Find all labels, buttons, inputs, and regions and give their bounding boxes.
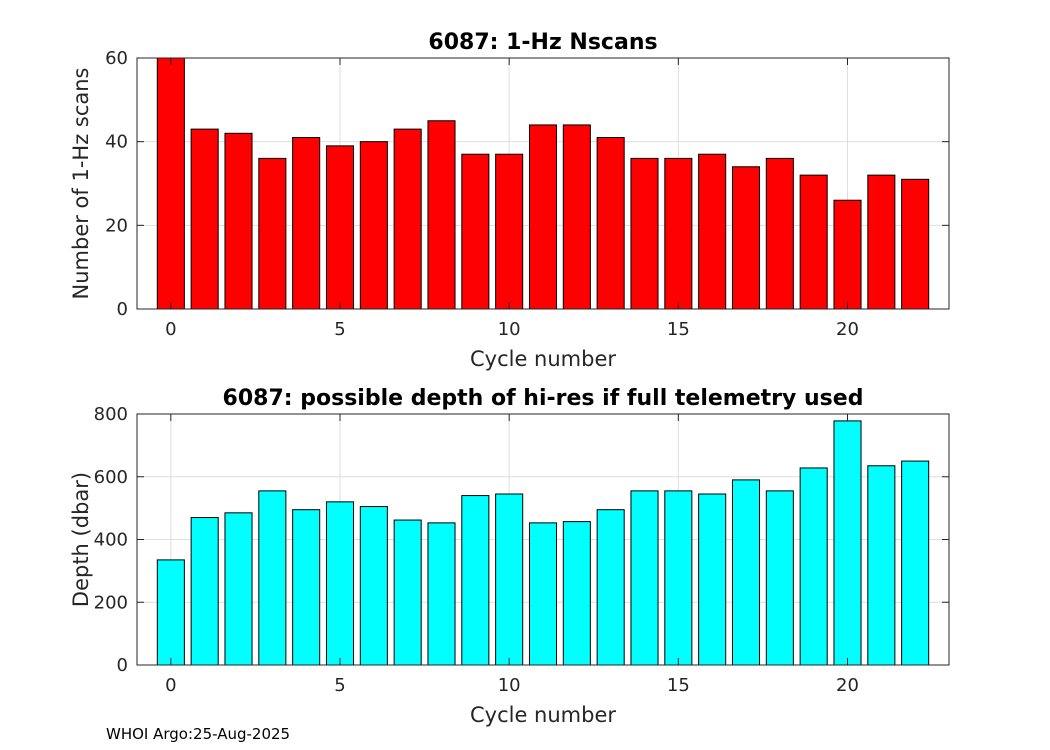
footer-credit: WHOI Argo:25-Aug-2025 [106,725,291,743]
bar-cycle-22 [901,460,930,666]
bar-cycle-17 [731,479,761,666]
bar-cycle-16 [698,493,727,666]
bar-cycle-20 [833,420,862,666]
x-tick-label: 0 [165,675,176,696]
bar-cycle-8 [427,120,456,310]
bar-cycle-7 [393,519,422,666]
bar-cycle-0 [156,559,185,666]
x-tick-label: 10 [498,319,521,340]
chart-title: 6087: 1-Hz Nscans [428,30,657,55]
bar-cycle-3 [258,490,287,666]
bar-cycle-15 [664,490,693,666]
x-axis-label: Cycle number [470,703,616,727]
bar-cycle-13 [596,136,625,310]
bar-cycle-21 [867,174,896,310]
bar-cycle-9 [461,495,490,666]
x-tick-label: 5 [334,675,345,696]
bar-cycle-19 [799,174,828,310]
x-tick-label: 10 [498,675,521,696]
bar-cycle-2 [224,132,253,310]
chart-nscans: 0 5 10 15 20 0 20 40 60 6087: 1-Hz Nscans Cycle nu… [69,30,950,371]
y-tick-label: 200 [94,592,128,613]
bar-cycle-19 [799,467,828,666]
axes-box [136,57,950,310]
bar-cycle-17 [731,166,761,310]
x-tick-label: 20 [836,319,859,340]
bar-cycle-1 [190,128,219,310]
bar-cycle-14 [630,490,659,666]
bar-cycle-10 [495,153,524,310]
bar-cycle-2 [224,512,253,666]
y-tick-label: 20 [105,215,128,236]
bar-cycle-20 [833,199,862,310]
bar-cycle-10 [495,493,524,666]
bar-cycle-3 [258,157,287,310]
bar-cycle-5 [325,501,355,666]
bar-cycle-4 [292,136,321,310]
bar-cycle-1 [190,517,219,666]
bar-cycle-5 [325,145,355,310]
x-tick-label: 5 [334,319,345,340]
bar-cycle-0 [156,57,185,310]
y-tick-label: 60 [105,48,128,69]
bar-cycle-18 [765,157,794,310]
y-axis-label: Depth (dbar) [69,472,93,607]
y-axis-label: Number of 1-Hz scans [69,68,93,300]
x-axis-label: Cycle number [470,347,616,371]
x-tick-label: 0 [165,319,176,340]
bar-cycle-11 [528,124,558,310]
bar-cycle-21 [867,465,896,666]
y-tick-label: 40 [105,132,128,153]
y-tick-label: 0 [117,655,128,676]
bar-cycle-9 [461,153,490,310]
bar-cycle-18 [765,490,794,666]
bar-cycle-6 [359,141,388,310]
bar-cycle-12 [562,124,591,310]
bar-cycle-13 [596,509,625,666]
bar-cycle-14 [630,157,659,310]
x-tick-label: 15 [667,319,690,340]
bar-cycle-6 [359,506,388,666]
bar-cycle-4 [292,509,321,666]
bar-cycle-16 [698,153,727,310]
bar-cycle-7 [393,128,422,310]
y-tick-label: 400 [94,530,128,551]
y-tick-label: 0 [117,299,128,320]
bar-cycle-15 [664,157,693,310]
bar-cycle-11 [528,522,558,666]
bar-cycle-8 [427,522,456,666]
y-tick-label: 800 [94,404,128,425]
chart-title: 6087: possible depth of hi-res if full t… [223,386,864,411]
x-tick-label: 20 [836,675,859,696]
y-tick-label: 600 [94,467,128,488]
x-tick-label: 15 [667,675,690,696]
bar-cycle-12 [562,521,591,666]
bar-cycle-22 [901,178,930,310]
